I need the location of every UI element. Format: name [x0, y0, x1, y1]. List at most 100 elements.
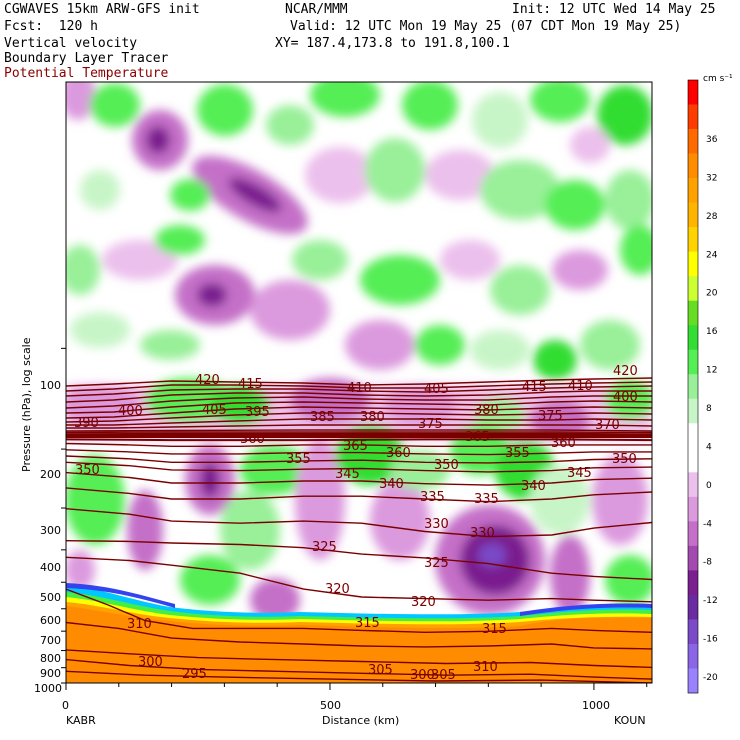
colorbar: cm s⁻¹ 36 32 28 24 20 16 12 8 4 0 -4 -8 -12 -16 -20 — [687, 74, 733, 694]
init-time-label: Init: 12 UTC Wed 14 May 25 — [512, 2, 716, 17]
x-tick-label: 0 — [62, 699, 69, 712]
x-start-station-label: KABR — [66, 714, 96, 727]
x-axis: 0 500 1000 Distance (km) KABR KOUN — [62, 683, 648, 727]
colorbar-tick-label: -16 — [703, 635, 718, 645]
theta-contour-line — [66, 621, 652, 650]
theta-contour-line — [66, 377, 652, 387]
theta-contour-line — [66, 406, 652, 419]
theta-contour-line — [66, 487, 652, 503]
colorbar-tick-label: 16 — [706, 327, 718, 337]
y-tick-label: 400 — [40, 561, 61, 574]
theta-label: 350 — [75, 463, 100, 478]
theta-label: 335 — [474, 492, 499, 507]
colorbar-cell — [688, 300, 698, 326]
potential-temperature-contours — [66, 377, 652, 683]
theta-label: 340 — [379, 477, 404, 492]
colorbar-tick-label: 24 — [706, 250, 718, 260]
theta-label: 345 — [567, 466, 592, 481]
theta-label: 370 — [595, 418, 620, 433]
theta-label: 315 — [482, 622, 507, 637]
theta-contour-line — [66, 540, 652, 581]
colorbar-cell — [688, 80, 698, 105]
colorbar-cell — [688, 349, 698, 375]
valid-time-label: Valid: 12 UTC Mon 19 May 25 (07 CDT Mon … — [290, 19, 682, 34]
field-potential-temperature-label: Potential Temperature — [4, 66, 169, 81]
y-tick-label: 200 — [40, 468, 61, 481]
theta-label: 375 — [418, 417, 443, 432]
institution-label: NCAR/MMM — [285, 2, 348, 17]
theta-contour-line — [66, 431, 652, 434]
colorbar-frame — [687, 79, 699, 694]
colorbar-cell — [688, 251, 698, 277]
theta-label: 415 — [522, 380, 547, 395]
colorbar-tick-label: 8 — [706, 404, 712, 414]
theta-label: 335 — [420, 490, 445, 505]
theta-label: 415 — [238, 377, 263, 392]
theta-contour-line — [66, 418, 652, 426]
colorbar-tick-label: 36 — [706, 135, 718, 145]
theta-contour-line — [66, 442, 652, 447]
theta-label: 405 — [424, 382, 449, 397]
colorbar-cell — [688, 570, 698, 596]
colorbar-cell — [688, 423, 698, 449]
y-tick-label: 600 — [40, 614, 61, 627]
colorbar-tick-label: 12 — [706, 366, 717, 376]
theta-label: 310 — [127, 617, 152, 632]
y-axis-title: Pressure (hPa), log scale — [20, 337, 33, 472]
theta-contour-line — [66, 449, 652, 456]
colorbar-tick-label: 4 — [706, 442, 712, 452]
theta-contour-line — [66, 461, 652, 473]
colorbar-cell — [688, 668, 698, 694]
y-tick-label: 100 — [40, 379, 61, 392]
colorbar-tick-label: -4 — [703, 519, 712, 529]
colorbar-cell — [688, 447, 698, 473]
theta-label: 360 — [551, 436, 576, 451]
x-tick-label: 500 — [320, 699, 341, 712]
colorbar-tick-label: 32 — [706, 173, 717, 183]
theta-label: 340 — [521, 479, 546, 494]
theta-label: 300 — [410, 668, 435, 683]
colorbar-cell — [688, 276, 698, 301]
theta-label: 380 — [474, 403, 499, 418]
colorbar-tick-label: 20 — [706, 289, 718, 299]
theta-label: 305 — [368, 663, 393, 678]
theta-label: 400 — [118, 404, 143, 419]
theta-label: 395 — [245, 405, 270, 420]
theta-label: 380 — [360, 410, 385, 425]
theta-label: 420 — [613, 364, 638, 379]
theta-label: 400 — [613, 390, 638, 405]
theta-label: 365 — [343, 439, 368, 454]
theta-contour-line — [66, 424, 652, 429]
cross-section-endpoints-label: XY= 187.4,173.8 to 191.8,100.1 — [275, 36, 510, 51]
theta-contour-line — [66, 670, 652, 683]
model-run-label: CGWAVES 15km ARW-GFS init — [4, 2, 200, 17]
colorbar-unit: cm s⁻¹ — [703, 74, 733, 84]
field-vertical-velocity-label: Vertical velocity — [4, 36, 138, 51]
colorbar-cell — [688, 619, 698, 645]
colorbar-cell — [688, 374, 698, 400]
colorbar-cell — [688, 178, 698, 203]
theta-label: 345 — [335, 467, 360, 482]
theta-label: 365 — [465, 430, 490, 445]
plot-frame — [65, 81, 653, 684]
colorbar-cell — [688, 325, 698, 351]
colorbar-cell — [688, 643, 698, 669]
theta-label: 390 — [74, 416, 99, 431]
theta-label: 300 — [138, 655, 163, 670]
theta-label: 375 — [538, 409, 563, 424]
theta-contour-line — [66, 395, 652, 409]
y-tick-label: 1000 — [34, 682, 62, 695]
vertical-velocity-field: 420 415 410 405 415 410 420 400 390 400 … — [66, 82, 652, 683]
theta-label: 330 — [470, 526, 495, 541]
colorbar-cell — [688, 129, 698, 154]
theta-label: 410 — [347, 381, 372, 396]
colorbar-cell — [688, 594, 698, 620]
y-axis: 100 200 300 400 500 600 700 800 900 1000… — [20, 337, 66, 695]
potential-temperature-labels: 420 415 410 405 415 410 420 400 390 400 … — [74, 364, 638, 683]
theta-contour-line — [66, 438, 652, 442]
theta-contour-line — [66, 471, 652, 486]
y-tick-label: 300 — [40, 524, 61, 537]
theta-label: 405 — [202, 403, 227, 418]
theta-label: 315 — [355, 616, 380, 631]
